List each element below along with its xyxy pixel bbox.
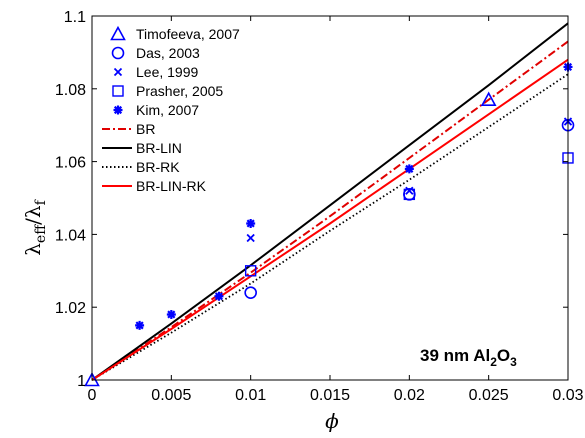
legend-label-timofeeva-2007: Timofeeva, 2007: [136, 26, 240, 42]
annotation-label: 39 nm Al2O3: [420, 346, 517, 369]
series-line-br: [91, 40, 569, 381]
x-tick-label: 0.01: [235, 387, 266, 404]
x-tick-label: 0.005: [151, 387, 191, 404]
legend-marker-timofeeva-2007: [110, 25, 126, 41]
legend-label-prasher-2005: Prasher, 2005: [136, 83, 223, 99]
series-line-br-lin: [91, 22, 569, 381]
legend-marker-kim-2007: [113, 105, 123, 115]
legend-label-kim-2007: Kim, 2007: [136, 102, 199, 118]
data-point-lee-1999: [246, 233, 255, 243]
legend-label-lee-1999: Lee, 1999: [136, 64, 198, 80]
annotation-sub2: 3: [510, 355, 517, 369]
annotation-sub1: 2: [490, 355, 497, 369]
data-point-kim-2007: [214, 291, 224, 301]
x-tick-label: 0.015: [310, 387, 350, 404]
y-tick-label: 1.02: [55, 300, 86, 317]
series-line-br-lin-rk: [91, 58, 569, 381]
y-axis-ticks: 1 1.02 1.04 1.06 1.08 1.1: [55, 9, 568, 390]
data-point-kim-2007: [135, 320, 145, 330]
y-tick-label: 1.06: [55, 155, 86, 172]
y-tick-label: 1.1: [64, 9, 86, 26]
x-tick-label: 0.025: [469, 387, 509, 404]
y-axis-label: λeff/λf: [21, 198, 49, 255]
line-series-layer: [91, 22, 569, 381]
data-point-kim-2007: [404, 164, 414, 174]
legend-marker-prasher-2005: [112, 85, 124, 97]
data-point-prasher-2005: [403, 188, 416, 201]
x-tick-label: 0: [88, 387, 97, 404]
data-point-kim-2007: [166, 309, 176, 319]
data-point-kim-2007: [246, 218, 256, 228]
x-axis-ticks: 0 0.005 0.01 0.015 0.02 0.025 0.03: [88, 16, 584, 404]
annotation-tail: O: [497, 346, 510, 365]
data-point-das-2003: [244, 286, 257, 299]
y-axis-label-sub2: f: [33, 198, 49, 205]
legend-marker-das-2003: [111, 46, 125, 60]
legend-label-br: BR: [136, 121, 155, 137]
y-tick-label: 1.04: [55, 227, 86, 244]
legend-label-das-2003: Das, 2003: [136, 45, 200, 61]
legend-label-br-lin-rk: BR-LIN-RK: [136, 178, 207, 194]
x-tick-label: 0.02: [394, 387, 425, 404]
legend-marker-lee-1999: [113, 67, 123, 77]
legend-label-br-lin: BR-LIN: [136, 140, 182, 156]
y-axis-label-main: λ: [21, 243, 45, 256]
data-point-lee-1999: [405, 186, 414, 195]
legend-label-br-rk: BR-RK: [136, 159, 180, 175]
x-tick-label: 0.03: [552, 387, 583, 404]
series-line-br-rk: [91, 73, 569, 381]
legend: Timofeeva, 2007 Das, 2003 Lee, 1999 Prasher…: [102, 25, 240, 194]
y-axis-label-slash: /λ: [21, 205, 45, 225]
data-point-prasher-2005: [244, 265, 257, 277]
annotation-main: 39 nm Al: [420, 346, 490, 365]
y-tick-label: 1.08: [55, 82, 86, 99]
y-axis-label-sub1: eff: [33, 224, 49, 243]
x-axis-label: ϕ: [325, 409, 339, 433]
y-tick-label: 1: [77, 373, 86, 390]
data-point-timofeeva-2007: [480, 91, 497, 107]
